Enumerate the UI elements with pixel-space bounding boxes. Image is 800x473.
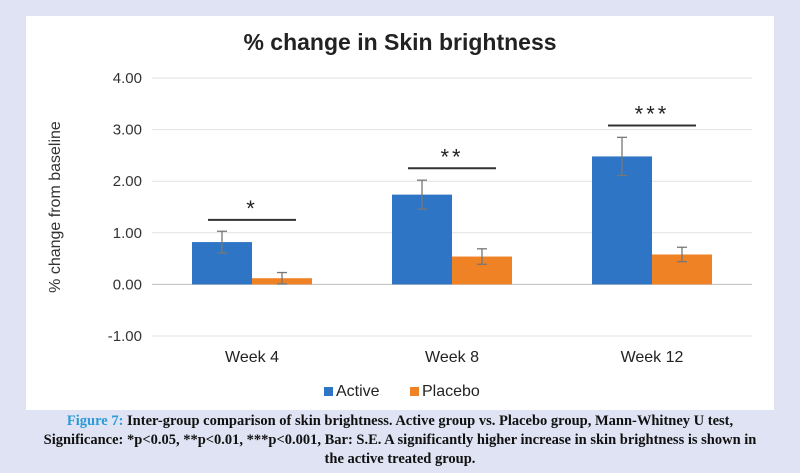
figure-caption: Figure 7: Inter-group comparison of skin…	[34, 412, 766, 469]
significance-marker: *	[246, 196, 258, 221]
x-tick-label: Week 8	[425, 349, 479, 366]
bar-active	[592, 156, 652, 285]
caption-label: Figure 7:	[66, 413, 124, 429]
y-tick-label: 3.00	[113, 122, 142, 139]
y-tick-label: 1.00	[113, 225, 142, 242]
legend-swatch-placebo	[410, 387, 419, 396]
x-tick-label: Week 12	[621, 349, 684, 366]
caption-text: Inter-group comparison of skin brightnes…	[43, 413, 757, 467]
y-axis-label: % change from baseline	[47, 121, 64, 293]
significance-marker: ***	[635, 101, 670, 126]
bar-chart: % change in Skin brightness % change from…	[47, 29, 752, 400]
y-tick-label: 4.00	[113, 70, 142, 87]
x-tick-label: Week 4	[225, 349, 279, 366]
figure: % change in Skin brightness % change from…	[26, 16, 774, 410]
y-tick-label: 2.00	[113, 173, 142, 190]
y-tick-label: 0.00	[113, 276, 142, 293]
legend-swatch-active	[324, 387, 333, 396]
legend-label-active: Active	[336, 383, 380, 400]
legend-label-placebo: Placebo	[422, 383, 480, 400]
chart-title: % change in Skin brightness	[243, 29, 556, 55]
y-tick-label: -1.00	[108, 328, 142, 345]
significance-marker: **	[440, 144, 463, 169]
